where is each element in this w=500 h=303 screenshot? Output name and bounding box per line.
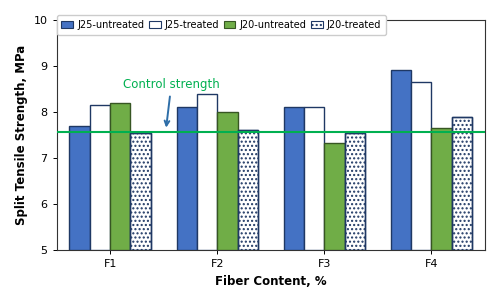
Bar: [217, 112, 238, 250]
Bar: [344, 133, 365, 250]
Bar: [432, 128, 452, 250]
Text: Control strength: Control strength: [123, 78, 220, 125]
Bar: [130, 133, 151, 250]
Bar: [110, 103, 130, 250]
Bar: [324, 143, 344, 250]
Bar: [238, 129, 258, 250]
Bar: [390, 70, 411, 250]
Bar: [304, 107, 324, 250]
Bar: [176, 107, 197, 250]
Bar: [344, 133, 365, 250]
X-axis label: Fiber Content, %: Fiber Content, %: [215, 275, 326, 288]
Legend: J25-untreated, J25-treated, J20-untreated, J20-treated: J25-untreated, J25-treated, J20-untreate…: [56, 15, 386, 35]
Bar: [130, 133, 151, 250]
Bar: [90, 105, 110, 250]
Bar: [70, 126, 90, 250]
Bar: [197, 94, 217, 250]
Bar: [284, 107, 304, 250]
Bar: [411, 82, 432, 250]
Bar: [452, 117, 472, 250]
Bar: [238, 129, 258, 250]
Y-axis label: Split Tensile Strength, MPa: Split Tensile Strength, MPa: [15, 45, 28, 225]
Bar: [452, 117, 472, 250]
